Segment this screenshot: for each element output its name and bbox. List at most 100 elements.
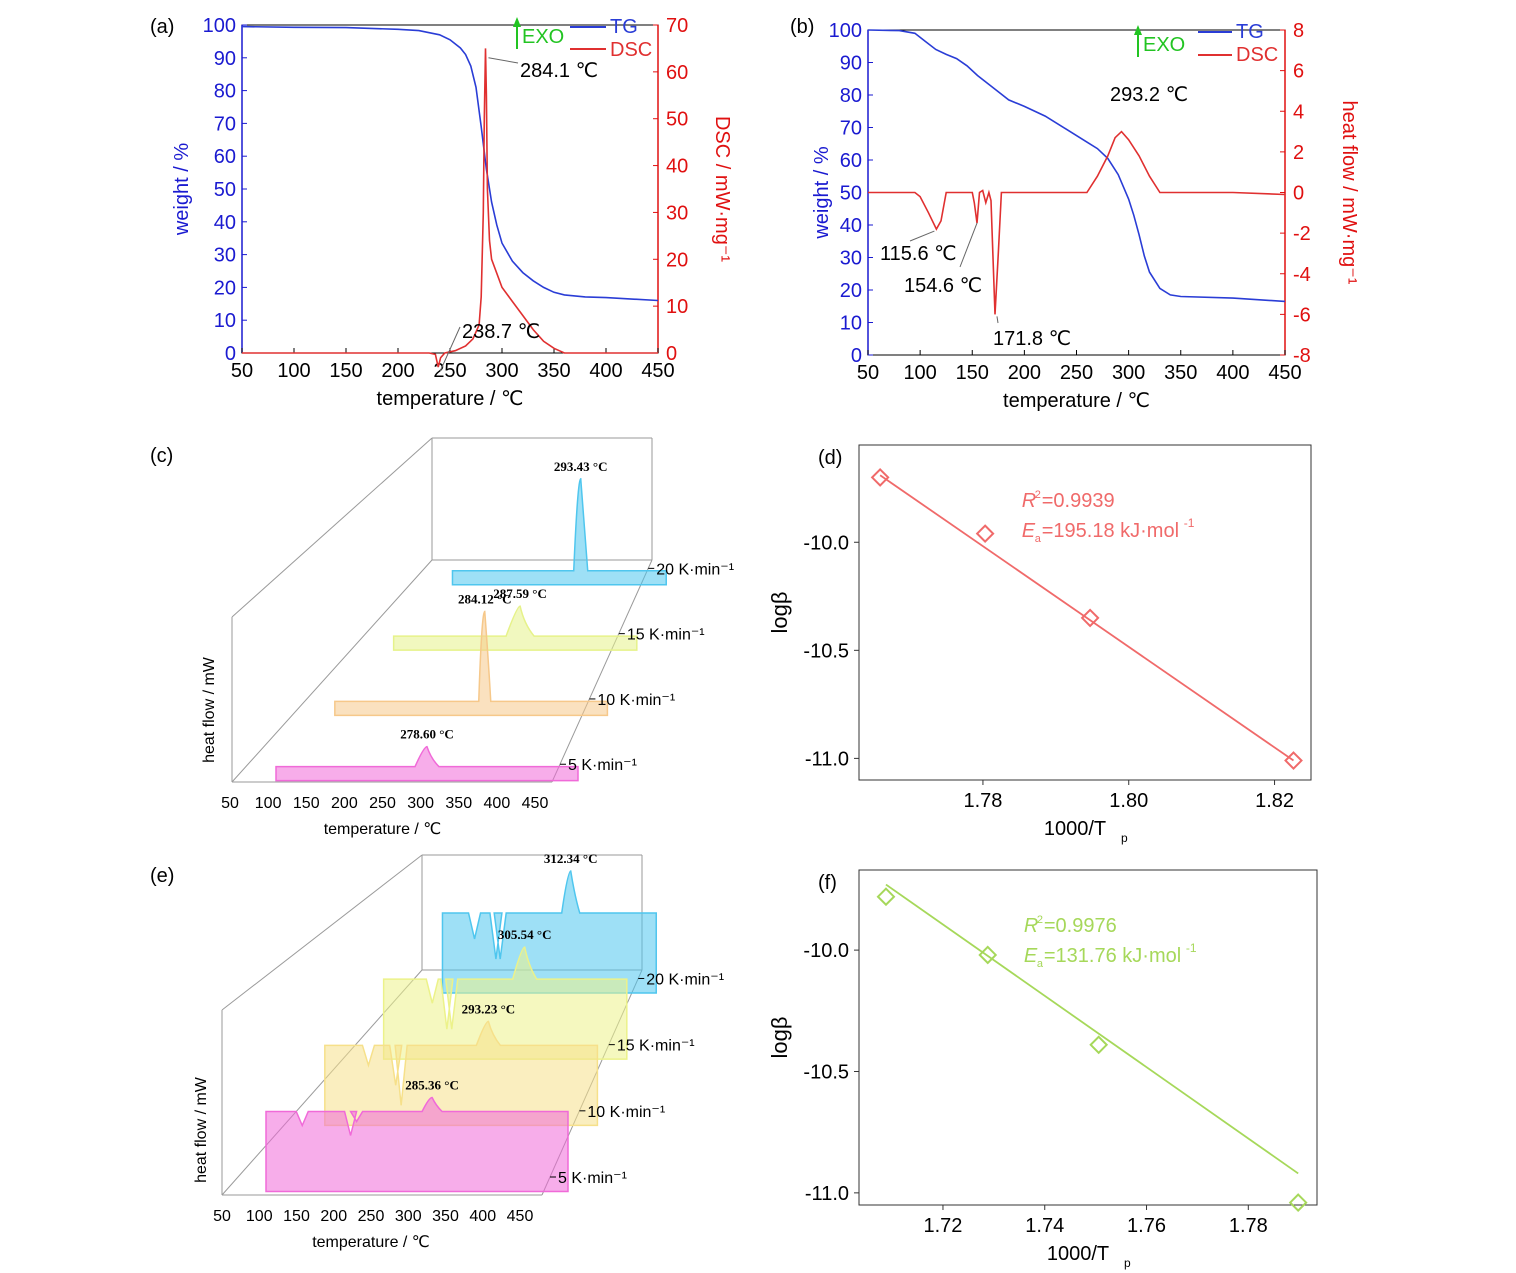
y-axis-label-right: heat flow / mW·mg⁻¹ bbox=[1338, 101, 1360, 285]
x-tick-label: 100 bbox=[277, 360, 310, 382]
x-tick-label: 350 bbox=[445, 795, 472, 812]
x-tick-label: 450 bbox=[1268, 362, 1301, 384]
y-tick-label-right: 2 bbox=[1293, 142, 1304, 164]
kissinger-plot-f: 1.72 1.74 1.76 1.78 -10.0 -10.5 -11.0 1000/T p lo… bbox=[767, 869, 1318, 1270]
y-tick-label-left: 80 bbox=[214, 81, 236, 103]
x-tick-label: 450 bbox=[522, 795, 549, 812]
y-tick-label-right: -2 bbox=[1293, 223, 1311, 245]
x-tick-label: 400 bbox=[589, 360, 622, 382]
x-tick-label: 350 bbox=[537, 360, 570, 382]
annotation-leader bbox=[909, 230, 935, 242]
peak-label: 305.54 °C bbox=[498, 927, 552, 942]
dip-annotation: 238.7 ℃ bbox=[462, 321, 540, 343]
x-tick-label: 400 bbox=[1216, 362, 1249, 384]
x-tick-label: 50 bbox=[213, 1208, 231, 1225]
y-axis-label: logβ bbox=[767, 1016, 792, 1058]
y-tick-label: -11.0 bbox=[805, 1183, 849, 1205]
y-tick-label-left: 90 bbox=[214, 48, 236, 70]
y-tick-label-right: 4 bbox=[1293, 101, 1304, 123]
x-axis-label: 1000/T bbox=[1044, 818, 1106, 840]
data-point bbox=[1089, 1035, 1109, 1055]
r2-symbol: R bbox=[1024, 915, 1038, 937]
x-tick-label: 250 bbox=[369, 795, 396, 812]
x-tick-label: 1.78 bbox=[1229, 1215, 1268, 1237]
y-tick-label-left: 30 bbox=[840, 248, 862, 270]
y-tick-label-left: 100 bbox=[829, 20, 862, 42]
y-tick-label-right: 20 bbox=[666, 249, 688, 271]
y-axis-label: heat flow / mW bbox=[193, 1076, 210, 1183]
x-axis-label: temperature / ℃ bbox=[324, 821, 442, 838]
y-tick-label-right: 8 bbox=[1293, 20, 1304, 42]
rate-label: 20 K·min⁻¹ bbox=[646, 971, 724, 988]
y-tick-label-right: 0 bbox=[1293, 183, 1304, 205]
y-tick-label-left: 20 bbox=[840, 280, 862, 302]
y-tick-label-left: 90 bbox=[840, 53, 862, 75]
ea-symbol: E bbox=[1024, 945, 1038, 967]
x-tick-label: 50 bbox=[221, 795, 239, 812]
y-axis-label-right: DSC / mW·mg⁻¹ bbox=[711, 116, 733, 262]
ea-subscript: a bbox=[1037, 958, 1044, 970]
y-tick-label-left: 10 bbox=[214, 310, 236, 332]
x-axis-label-subscript: p bbox=[1124, 1256, 1131, 1270]
dip-annotation: 171.8 ℃ bbox=[993, 328, 1071, 350]
x-tick-label: 300 bbox=[1112, 362, 1145, 384]
x-tick-label: 300 bbox=[407, 795, 434, 812]
r2-value: =0.9976 bbox=[1044, 915, 1117, 937]
data-point bbox=[870, 468, 890, 487]
x-tick-label: 450 bbox=[641, 360, 674, 382]
x-axis-label: temperature / ℃ bbox=[312, 1234, 430, 1251]
r2-value: =0.9939 bbox=[1042, 490, 1115, 512]
x-tick-label: 1.76 bbox=[1127, 1215, 1166, 1237]
exo-arrow-icon bbox=[1134, 25, 1142, 35]
x-tick-label: 400 bbox=[484, 795, 511, 812]
x-tick-label: 200 bbox=[331, 795, 358, 812]
y-tick-label-left: 10 bbox=[840, 313, 862, 335]
heat-flow-ribbon bbox=[275, 745, 579, 782]
y-tick-label-left: 50 bbox=[214, 179, 236, 201]
tg-dsc-chart-a: 50 100 150 200 250 300 350 400 45001020304050607… bbox=[150, 15, 733, 410]
kissinger-plot-d: 1.78 1.80 1.82 -10.0 -10.5 -11.0 1000/T p logβ (d… bbox=[767, 444, 1312, 845]
heat-flow-ribbon bbox=[324, 1020, 599, 1127]
y-tick-label-left: 0 bbox=[851, 345, 862, 367]
x-axis-label-subscript: p bbox=[1121, 831, 1128, 845]
panel-label: (a) bbox=[150, 16, 174, 38]
heat-flow-ribbon bbox=[265, 1096, 569, 1193]
panel-d: 1.78 1.80 1.82 -10.0 -10.5 -11.0 1000/T p logβ (d… bbox=[760, 430, 1360, 850]
x-tick-label: 300 bbox=[395, 1208, 422, 1225]
x-tick-label: 1.80 bbox=[1109, 790, 1148, 812]
annotation-leader bbox=[959, 222, 978, 268]
dip-annotation: 115.6 ℃ bbox=[880, 243, 957, 265]
heat-flow-ribbon bbox=[382, 946, 628, 1060]
peak-label: 287.59 °C bbox=[493, 586, 547, 601]
heat-flow-ribbon bbox=[334, 610, 609, 717]
series-line-tg bbox=[867, 29, 1286, 303]
peak-label: 293.43 °C bbox=[554, 459, 608, 474]
y-tick-label-left: 60 bbox=[214, 146, 236, 168]
x-tick-label: 1.74 bbox=[1025, 1215, 1064, 1237]
annotation-leader bbox=[488, 57, 519, 64]
annotation-leader bbox=[996, 316, 999, 324]
y-tick-label-left: 30 bbox=[214, 245, 236, 267]
y-tick-label: -11.0 bbox=[805, 748, 849, 770]
y-tick-label-left: 50 bbox=[840, 183, 862, 205]
rate-label: 10 K·min⁻¹ bbox=[587, 1104, 665, 1121]
annotation-leader bbox=[439, 326, 461, 372]
x-tick-label: 350 bbox=[432, 1208, 459, 1225]
panel-label: (d) bbox=[818, 447, 842, 469]
panel-label: (b) bbox=[790, 16, 814, 38]
y-tick-label-left: 60 bbox=[840, 150, 862, 172]
y-tick-label: -10.0 bbox=[803, 940, 849, 962]
rate-label: 5 K·min⁻¹ bbox=[558, 1170, 627, 1187]
ea-symbol: E bbox=[1022, 520, 1036, 542]
x-tick-label: 1.78 bbox=[963, 790, 1002, 812]
panel-label: (f) bbox=[818, 872, 837, 894]
panel-b: 50 100 150 200 250 300 350 400 450 0 10 20 30 40 50 60 7… bbox=[780, 5, 1390, 425]
r2-superscript: 2 bbox=[1037, 914, 1043, 926]
ea-unit-superscript: -1 bbox=[1184, 516, 1195, 530]
x-tick-label: 450 bbox=[507, 1208, 534, 1225]
x-tick-label: 100 bbox=[246, 1208, 273, 1225]
peak-label: 312.34 °C bbox=[544, 851, 598, 866]
y-tick-label-right: 40 bbox=[666, 156, 688, 178]
y-tick-label: -10.0 bbox=[803, 532, 849, 554]
x-tick-label: 1.72 bbox=[923, 1215, 962, 1237]
